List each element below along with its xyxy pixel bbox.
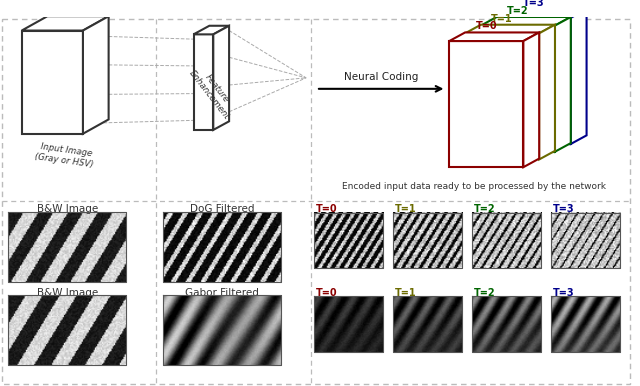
Polygon shape: [22, 16, 109, 30]
Polygon shape: [449, 41, 524, 167]
Text: Neural Coding: Neural Coding: [344, 72, 419, 82]
Polygon shape: [524, 32, 539, 167]
Text: T=1: T=1: [395, 205, 417, 215]
Text: T=2: T=2: [474, 288, 495, 298]
Text: Input Image
(Gray or HSV): Input Image (Gray or HSV): [35, 141, 96, 169]
Text: Feature
Enhancement: Feature Enhancement: [188, 62, 239, 121]
Polygon shape: [22, 30, 83, 134]
Text: T=2: T=2: [474, 205, 495, 215]
Text: Encoded input data ready to be processed by the network: Encoded input data ready to be processed…: [342, 182, 606, 191]
Text: B&W Image: B&W Image: [36, 288, 98, 298]
Text: T=3: T=3: [523, 0, 545, 8]
Polygon shape: [465, 25, 555, 33]
Text: T=3: T=3: [553, 205, 575, 215]
Text: T=2: T=2: [507, 6, 529, 16]
Text: T=0: T=0: [316, 288, 338, 298]
Polygon shape: [539, 25, 555, 159]
Text: B&W Image: B&W Image: [36, 205, 98, 215]
Polygon shape: [555, 17, 571, 152]
Polygon shape: [571, 9, 587, 144]
Polygon shape: [465, 33, 539, 159]
Polygon shape: [481, 17, 571, 25]
Text: T=1: T=1: [395, 288, 417, 298]
Polygon shape: [193, 34, 213, 130]
Polygon shape: [497, 18, 571, 144]
Text: DoG Filtered: DoG Filtered: [190, 205, 255, 215]
Text: T=3: T=3: [553, 288, 575, 298]
Polygon shape: [83, 16, 109, 134]
Polygon shape: [193, 26, 229, 34]
Text: Gabor Filtered: Gabor Filtered: [185, 288, 259, 298]
Polygon shape: [481, 25, 555, 152]
Text: T=1: T=1: [492, 14, 513, 24]
Text: T=0: T=0: [476, 22, 497, 32]
Text: T=0: T=0: [316, 205, 338, 215]
Polygon shape: [497, 9, 587, 18]
Polygon shape: [449, 32, 539, 41]
Polygon shape: [213, 26, 229, 130]
